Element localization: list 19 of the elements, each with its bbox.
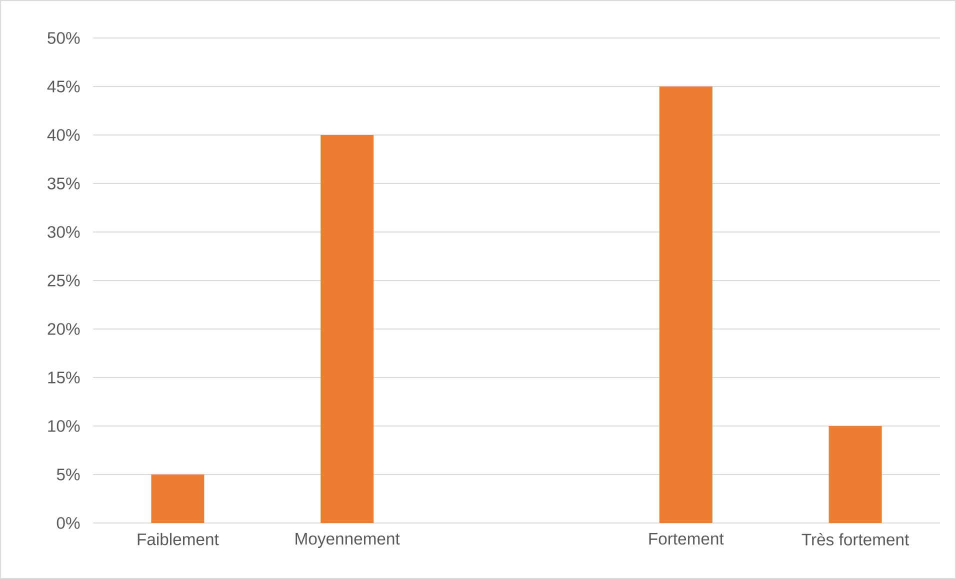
- y-tick-label: 30%: [48, 226, 80, 238]
- y-tick-label: 50%: [48, 32, 80, 44]
- bar: [320, 134, 374, 523]
- y-tick-label: 45%: [47, 80, 80, 92]
- x-tick-label: Très fortement: [802, 533, 910, 546]
- y-tick-label: 0%: [56, 517, 80, 529]
- x-tick-label: Faiblement: [138, 533, 219, 546]
- x-tick-label: Moyennement: [296, 533, 400, 548]
- bar: [828, 426, 882, 523]
- y-tick-label: 5%: [56, 468, 80, 480]
- y-tick-label: 20%: [48, 323, 80, 335]
- y-tick-label: 25%: [48, 274, 80, 286]
- y-tick-label: 15%: [48, 372, 80, 384]
- bar: [659, 86, 712, 523]
- bar: [151, 474, 204, 523]
- y-tick-label: 10%: [48, 420, 80, 432]
- x-tick-label: Fortement: [649, 533, 724, 545]
- y-tick-label: 40%: [47, 129, 80, 141]
- y-tick-label: 35%: [48, 178, 80, 190]
